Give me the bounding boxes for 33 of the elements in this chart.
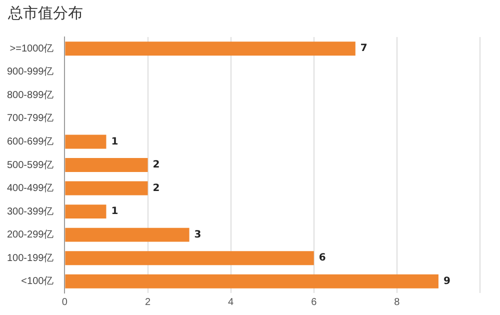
data-label: 2 bbox=[152, 182, 160, 194]
y-tick-label: 700-799亿 bbox=[6, 113, 54, 124]
x-tick-label: 6 bbox=[311, 296, 318, 308]
bar bbox=[65, 204, 106, 219]
bar bbox=[65, 158, 148, 172]
x-tick-label: 0 bbox=[62, 296, 68, 308]
y-tick-label: 300-399亿 bbox=[6, 206, 54, 218]
y-tick-label: 100-199亿 bbox=[6, 252, 54, 264]
bar bbox=[65, 134, 106, 149]
data-label: 1 bbox=[111, 136, 118, 148]
bar bbox=[65, 251, 314, 266]
y-tick-label: <100亿 bbox=[21, 276, 54, 288]
data-label: 9 bbox=[443, 276, 450, 287]
y-tick-label: >=1000亿 bbox=[10, 43, 54, 54]
y-tick-label: 600-699亿 bbox=[6, 136, 54, 148]
data-label: 2 bbox=[152, 160, 160, 171]
data-label: 6 bbox=[318, 252, 326, 264]
y-tick-label: 900-999亿 bbox=[6, 66, 54, 78]
x-tick-label: 8 bbox=[394, 296, 400, 308]
chart-title: 总市值分布 bbox=[8, 4, 83, 23]
bar bbox=[65, 42, 356, 56]
bar bbox=[65, 181, 148, 196]
y-tick-label: 500-599亿 bbox=[6, 160, 54, 171]
bar bbox=[65, 228, 190, 242]
bar bbox=[65, 274, 438, 288]
x-tick-label: 2 bbox=[144, 296, 151, 308]
y-tick-label: 400-499亿 bbox=[6, 183, 54, 194]
data-label: 7 bbox=[360, 43, 368, 54]
data-label: 1 bbox=[111, 206, 118, 218]
y-tick-label: 200-299亿 bbox=[6, 230, 54, 241]
y-tick-label: 800-899亿 bbox=[6, 90, 54, 101]
data-label: 3 bbox=[194, 229, 202, 240]
x-tick-label: 4 bbox=[228, 296, 234, 308]
